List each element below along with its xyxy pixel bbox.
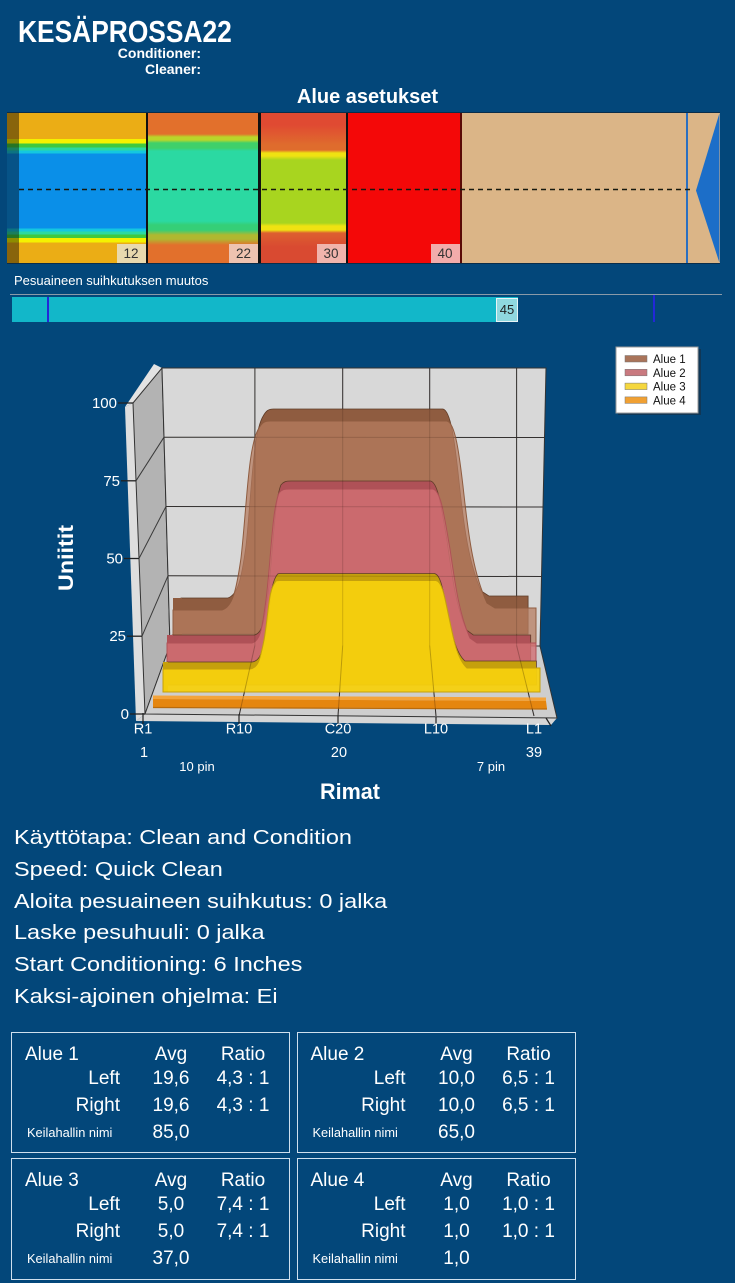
svg-text:Alue 2: Alue 2 bbox=[653, 368, 686, 380]
svg-text:1: 1 bbox=[140, 745, 148, 761]
svg-text:Alue 4: Alue 4 bbox=[653, 395, 686, 407]
svg-text:R10: R10 bbox=[226, 722, 253, 738]
svg-text:Alue 1: Alue 1 bbox=[653, 354, 686, 366]
svg-text:L1: L1 bbox=[526, 722, 542, 738]
svg-text:100: 100 bbox=[92, 395, 117, 412]
svg-text:C20: C20 bbox=[325, 722, 352, 738]
svg-text:39: 39 bbox=[526, 745, 542, 761]
svg-text:0: 0 bbox=[121, 706, 129, 723]
svg-text:Rimat: Rimat bbox=[320, 779, 381, 804]
svg-text:50: 50 bbox=[106, 551, 123, 568]
svg-text:R1: R1 bbox=[134, 722, 153, 738]
svg-text:7 pin: 7 pin bbox=[477, 759, 505, 774]
svg-text:10 pin: 10 pin bbox=[179, 759, 214, 774]
svg-text:L10: L10 bbox=[424, 722, 448, 738]
svg-text:20: 20 bbox=[331, 745, 347, 761]
svg-text:Uniitit: Uniitit bbox=[55, 525, 78, 591]
svg-text:25: 25 bbox=[109, 628, 126, 645]
svg-text:Alue 3: Alue 3 bbox=[653, 382, 686, 394]
svg-text:75: 75 bbox=[103, 473, 120, 490]
